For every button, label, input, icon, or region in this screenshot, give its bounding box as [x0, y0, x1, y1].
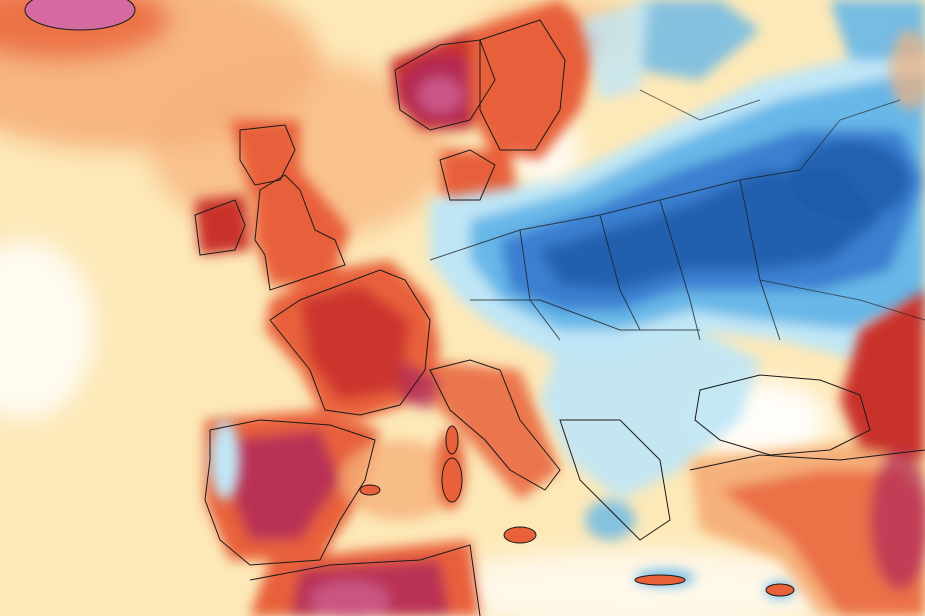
corsica-outline: [445, 425, 459, 455]
italy-outline: [429, 359, 561, 491]
anatolia-warm-region: [690, 30, 925, 616]
eastern-borders: [639, 89, 925, 321]
cyprus-outline: [765, 583, 795, 597]
black-sea-outline: [694, 374, 871, 456]
ireland-outline: [194, 199, 246, 256]
turkey-outline: [689, 449, 925, 471]
coastline-borders: [194, 19, 925, 616]
balkans-outline: [559, 419, 671, 541]
sardinia-outline: [441, 457, 463, 503]
norway-outline: [394, 39, 496, 131]
north-africa-coast: [249, 544, 481, 616]
central-europe-cold-region: [210, 0, 925, 598]
iberia-outline: [204, 419, 376, 566]
sweden-outline: [479, 19, 566, 151]
balearic-outline: [359, 484, 381, 496]
central-borders: [429, 169, 801, 341]
western-europe-warm-region: [195, 0, 600, 616]
france-outline: [269, 269, 431, 416]
iceland-outline: [24, 0, 136, 31]
atlantic-warm-field: [0, 0, 860, 616]
british-isles-outline: [254, 174, 346, 291]
islands: [24, 0, 795, 597]
scotland-outline: [239, 124, 296, 186]
denmark-outline: [439, 149, 496, 201]
sicily-outline: [503, 526, 537, 544]
crete-outline: [634, 574, 686, 586]
